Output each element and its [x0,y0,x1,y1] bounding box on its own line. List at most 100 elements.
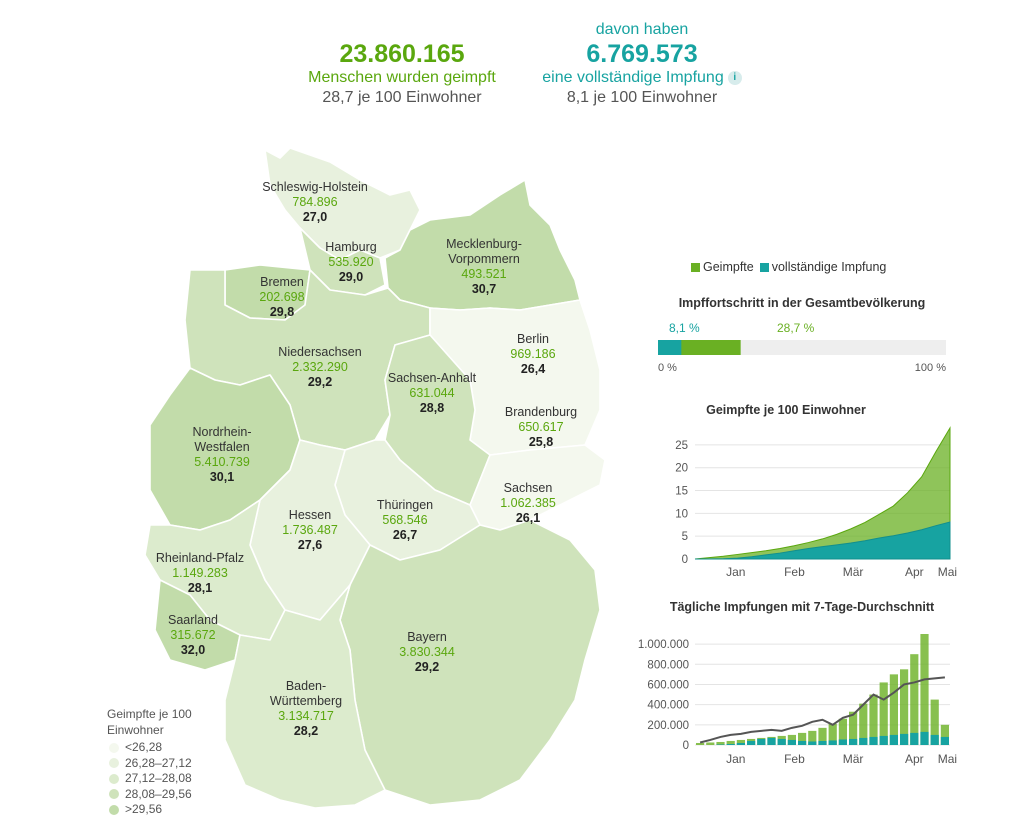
daily-bar-vaccinated [726,740,735,745]
state-name: Nordrhein- [192,425,252,439]
daily-bar-full [818,740,827,745]
area-series-full [695,521,951,560]
state-name: Brandenburg [504,405,578,419]
daily-bar-full [910,732,919,745]
daily-bar-full [808,741,817,745]
state-name: Bayern [407,630,447,644]
state-name: Niedersachsen [278,345,362,359]
daily-bar-full [777,738,786,745]
state-per100: 27,0 [302,210,328,224]
map-legend-title: Geimpfte je 100 Einwohner [107,707,192,737]
state-vaccinated: 1.736.487 [282,523,338,537]
daily-bar-full [869,736,878,745]
daily-bar-vaccinated [798,732,807,745]
germany-map [144,147,606,809]
state-name: Schleswig-Holstein [262,180,368,194]
state-label: Rheinland-Pfalz 1.149.283 28,1 [156,551,244,596]
state-label: Niedersachsen 2.332.290 29,2 [278,345,361,390]
state-per100: 29,2 [414,660,440,674]
state-name: Thüringen [376,498,434,512]
state-label: Mecklenburg- Vorpommern 493.521 30,7 [446,237,522,297]
state-label: Hamburg 535.920 29,0 [325,240,376,285]
state-label: Berlin 969.186 26,4 [510,332,555,377]
state-vaccinated: 535.920 [328,255,374,269]
state-per100: 32,0 [180,643,206,657]
daily-bar-full [767,737,776,745]
state-per100: 29,0 [338,270,364,284]
daily-xtick: Apr [905,752,924,766]
map-legend-swatch [109,773,119,784]
info-icon[interactable]: i [727,70,742,85]
area-xtick: Mär [843,565,864,579]
state-vaccinated: 1.062.385 [500,496,556,510]
progress-label-full: 8,1 % [669,321,700,335]
daily-bar-vaccinated [838,718,847,745]
daily-bar-vaccinated [716,741,725,745]
daily-bar-full [940,736,949,745]
map-legend-label: 27,12–28,08 [125,771,192,785]
daily-bar-vaccinated [920,634,929,745]
daily-bar-full [849,738,858,745]
state-name: Westfalen [194,440,250,454]
state-per100: 28,8 [419,401,445,415]
daily-bar-full [889,734,898,745]
daily-ytick: 600.000 [647,679,689,691]
map-region-baden-wuerttemberg[interactable] [224,584,386,809]
state-label: Thüringen 568.546 26,7 [377,498,433,543]
daily-bar-full [838,739,847,745]
state-label: Sachsen 1.062.385 26,1 [500,481,556,526]
full-per100: 8,1 je 100 Einwohner [566,89,718,106]
state-per100: 30,7 [471,282,497,296]
state-name: Sachsen [503,481,553,495]
vaccinated-total: 23.860.165 [339,40,465,68]
state-label: Bremen 202.698 29,8 [259,275,304,320]
state-label: Hessen 1.736.487 27,6 [282,508,338,553]
area-ytick: 0 [682,554,688,566]
state-name: Mecklenburg- [446,237,522,251]
map-region-bayern[interactable] [339,519,601,806]
state-name: Berlin [517,332,549,346]
state-per100: 26,7 [392,528,418,542]
state-name: Hessen [288,508,332,522]
daily-bar-vaccinated [889,674,898,745]
state-per100: 25,8 [528,435,554,449]
daily-bar-vaccinated [900,669,909,745]
legend-swatch-vaccinated [691,263,700,273]
progress-chart: 8,1 % 28,7 % 0 % 100 % [658,321,946,374]
state-name: Bremen [260,275,304,289]
daily-bar-vaccinated [787,734,796,745]
daily-bar-full [828,740,837,745]
daily-bar-full [879,735,888,745]
full-total: 6.769.573 [586,40,698,68]
area-ytick: 25 [675,440,688,452]
state-label: Nordrhein- Westfalen 5.410.739 30,1 [192,425,251,485]
daily-xtick: Mai [938,752,957,766]
area-ytick: 10 [675,508,688,520]
state-name: Baden- [285,679,327,693]
state-per100: 29,8 [269,305,295,319]
state-vaccinated: 631.044 [409,386,455,400]
state-name: Vorpommern [448,252,520,266]
legend-swatch-full [759,263,769,273]
state-label: Sachsen-Anhalt 631.044 28,8 [388,371,476,416]
daily-bar-vaccinated [736,739,745,745]
area-xtick: Feb [784,565,805,579]
area-xtick: Apr [905,565,924,579]
map-legend: Geimpfte je 100 Einwohner <26,28 26,28–27… [107,707,217,818]
area-ytick: 5 [682,531,688,543]
map-legend-item: 27,12–28,08 [107,771,217,787]
daily-bar-vaccinated [940,724,949,745]
daily-bar-full [900,733,909,745]
state-name: Saarland [167,613,219,627]
daily-ytick: 400.000 [647,700,689,712]
area-series-vaccinated [694,426,951,560]
state-vaccinated: 315.672 [170,628,216,642]
map-legend-item: 28,08–29,56 [107,787,217,803]
vaccinated-per100: 28,7 je 100 Einwohner [322,89,482,106]
map-legend-item: <26,28 [107,740,217,756]
map-legend-swatch [109,758,119,769]
map-legend-label: 26,28–27,12 [125,755,192,770]
state-label: Brandenburg 650.617 25,8 [505,405,577,450]
daily-bar-vaccinated [808,730,817,745]
map-legend-item: >29,56 [107,802,217,818]
